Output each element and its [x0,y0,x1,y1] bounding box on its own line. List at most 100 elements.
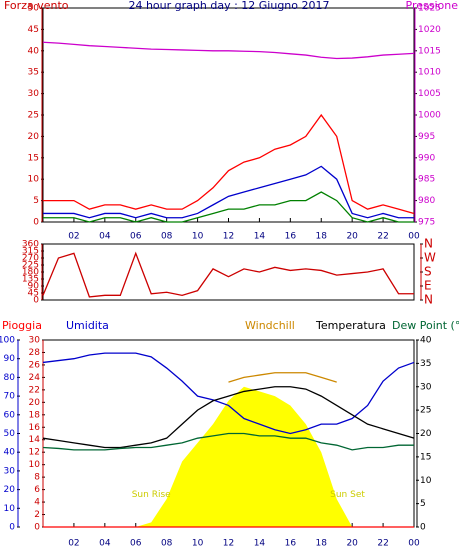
y3-tick-label: 0 [34,523,40,533]
y2-tick-label: 1020 [418,25,441,35]
y-tick-label: 360 [22,240,39,250]
y-tick-label: 80 [4,373,16,383]
x-tick-label: 04 [99,232,111,242]
x-tick-label: 04 [99,539,111,549]
legend-entry: Pioggia [2,319,42,332]
y-tick-label: 10 [28,175,40,185]
x-tick-label: 00 [408,539,420,549]
x-tick-label: 02 [68,232,79,242]
y2-tick-label: 0 [420,523,426,533]
y2-tick-label: 995 [418,132,435,142]
y-tick-label: 90 [28,282,40,292]
y3-tick-label: 16 [29,423,41,433]
y2-axis-label: Pressione [406,0,459,12]
y2-tick-label: 40 [420,336,432,346]
x-tick-label: 16 [285,232,297,242]
y-axis-label: Forza vento [4,0,69,12]
y-tick-label: 225 [22,261,39,271]
x-tick-label: 08 [161,539,173,549]
x-tick-label: 00 [408,232,420,242]
x-tick-label: 20 [346,539,358,549]
y3-tick-label: 18 [29,410,41,420]
y3-tick-label: 26 [29,360,41,370]
x-tick-label: 06 [130,232,142,242]
annotation: Sun Rise [132,490,171,500]
y-tick-label: 315 [22,247,39,257]
y-tick-label: 45 [28,25,39,35]
y-tick-label: 135 [22,275,39,285]
x-tick-label: 18 [316,232,328,242]
y2-tick-label: 10 [420,476,432,486]
line [42,432,414,451]
y-tick-label: 180 [22,268,39,278]
y-tick-label: 45 [28,289,39,299]
y3-tick-label: 22 [29,385,40,395]
y2-tick-label: 980 [418,196,435,206]
y-tick-label: 0 [9,523,15,533]
y3-tick-label: 24 [29,373,41,383]
y2-tick-label: 1015 [418,46,441,56]
y3-tick-label: 8 [34,473,40,483]
y-tick-label: 90 [4,354,16,364]
y-tick-label: 100 [0,336,15,346]
line [43,191,414,223]
line [42,352,415,435]
x-tick-label: 12 [223,232,234,242]
y3-tick-label: 4 [34,498,40,508]
y-tick-label: 25 [28,111,39,121]
y2-tick-label: E [424,279,432,293]
y2-tick-label: W [424,251,436,265]
y2-tick-label: 1000 [418,111,441,121]
y3-tick-label: 10 [29,460,41,470]
y2-tick-label: 1010 [418,68,441,78]
x-tick-label: 02 [68,539,79,549]
y-tick-label: 40 [4,448,16,458]
y-tick-label: 20 [4,485,16,495]
line [43,165,414,219]
y2-tick-label: S [424,265,432,279]
x-tick-label: 20 [346,232,358,242]
y3-tick-label: 2 [34,510,40,520]
y3-tick-label: 6 [34,485,40,495]
y-tick-label: 50 [28,4,40,14]
y-tick-label: 0 [33,296,39,306]
y3-tick-label: 30 [29,336,41,346]
y2-tick-label: 5 [420,499,426,509]
line [42,251,414,298]
y2-tick-label: 1025 [418,4,441,14]
y-tick-label: 35 [28,68,39,78]
y2-tick-label: 30 [420,382,432,392]
x-tick-label: 12 [223,539,234,549]
legend-entry: Temperatura [315,319,386,332]
y-tick-label: 70 [4,392,16,402]
line [42,41,415,60]
x-tick-label: 22 [377,539,388,549]
y2-tick-label: 15 [420,452,431,462]
y-tick-label: 10 [4,504,16,514]
x-tick-label: 06 [130,539,142,549]
y2-tick-label: 35 [420,359,431,369]
x-tick-label: 22 [377,232,388,242]
y2-tick-label: N [424,293,433,307]
x-tick-label: 16 [285,539,297,549]
y-tick-label: 0 [33,218,39,228]
x-tick-label: 18 [316,539,328,549]
annotation: Sun Set [330,490,365,500]
y-tick-label: 30 [4,466,16,476]
y2-tick-label: 20 [420,429,432,439]
y2-tick-label: 985 [418,175,435,185]
y2-tick-label: 990 [418,153,435,163]
y2-tick-label: 25 [420,406,431,416]
y3-tick-label: 28 [29,348,41,358]
legend-entry: Windchill [245,319,295,332]
y-tick-label: 60 [4,410,16,420]
y-tick-label: 50 [4,429,16,439]
y3-tick-label: 20 [29,398,41,408]
y-tick-label: 40 [28,46,40,56]
line [43,113,415,215]
y-tick-label: 270 [22,254,39,264]
x-tick-label: 14 [254,232,266,242]
x-tick-label: 10 [192,232,204,242]
y3-tick-label: 14 [29,435,41,445]
